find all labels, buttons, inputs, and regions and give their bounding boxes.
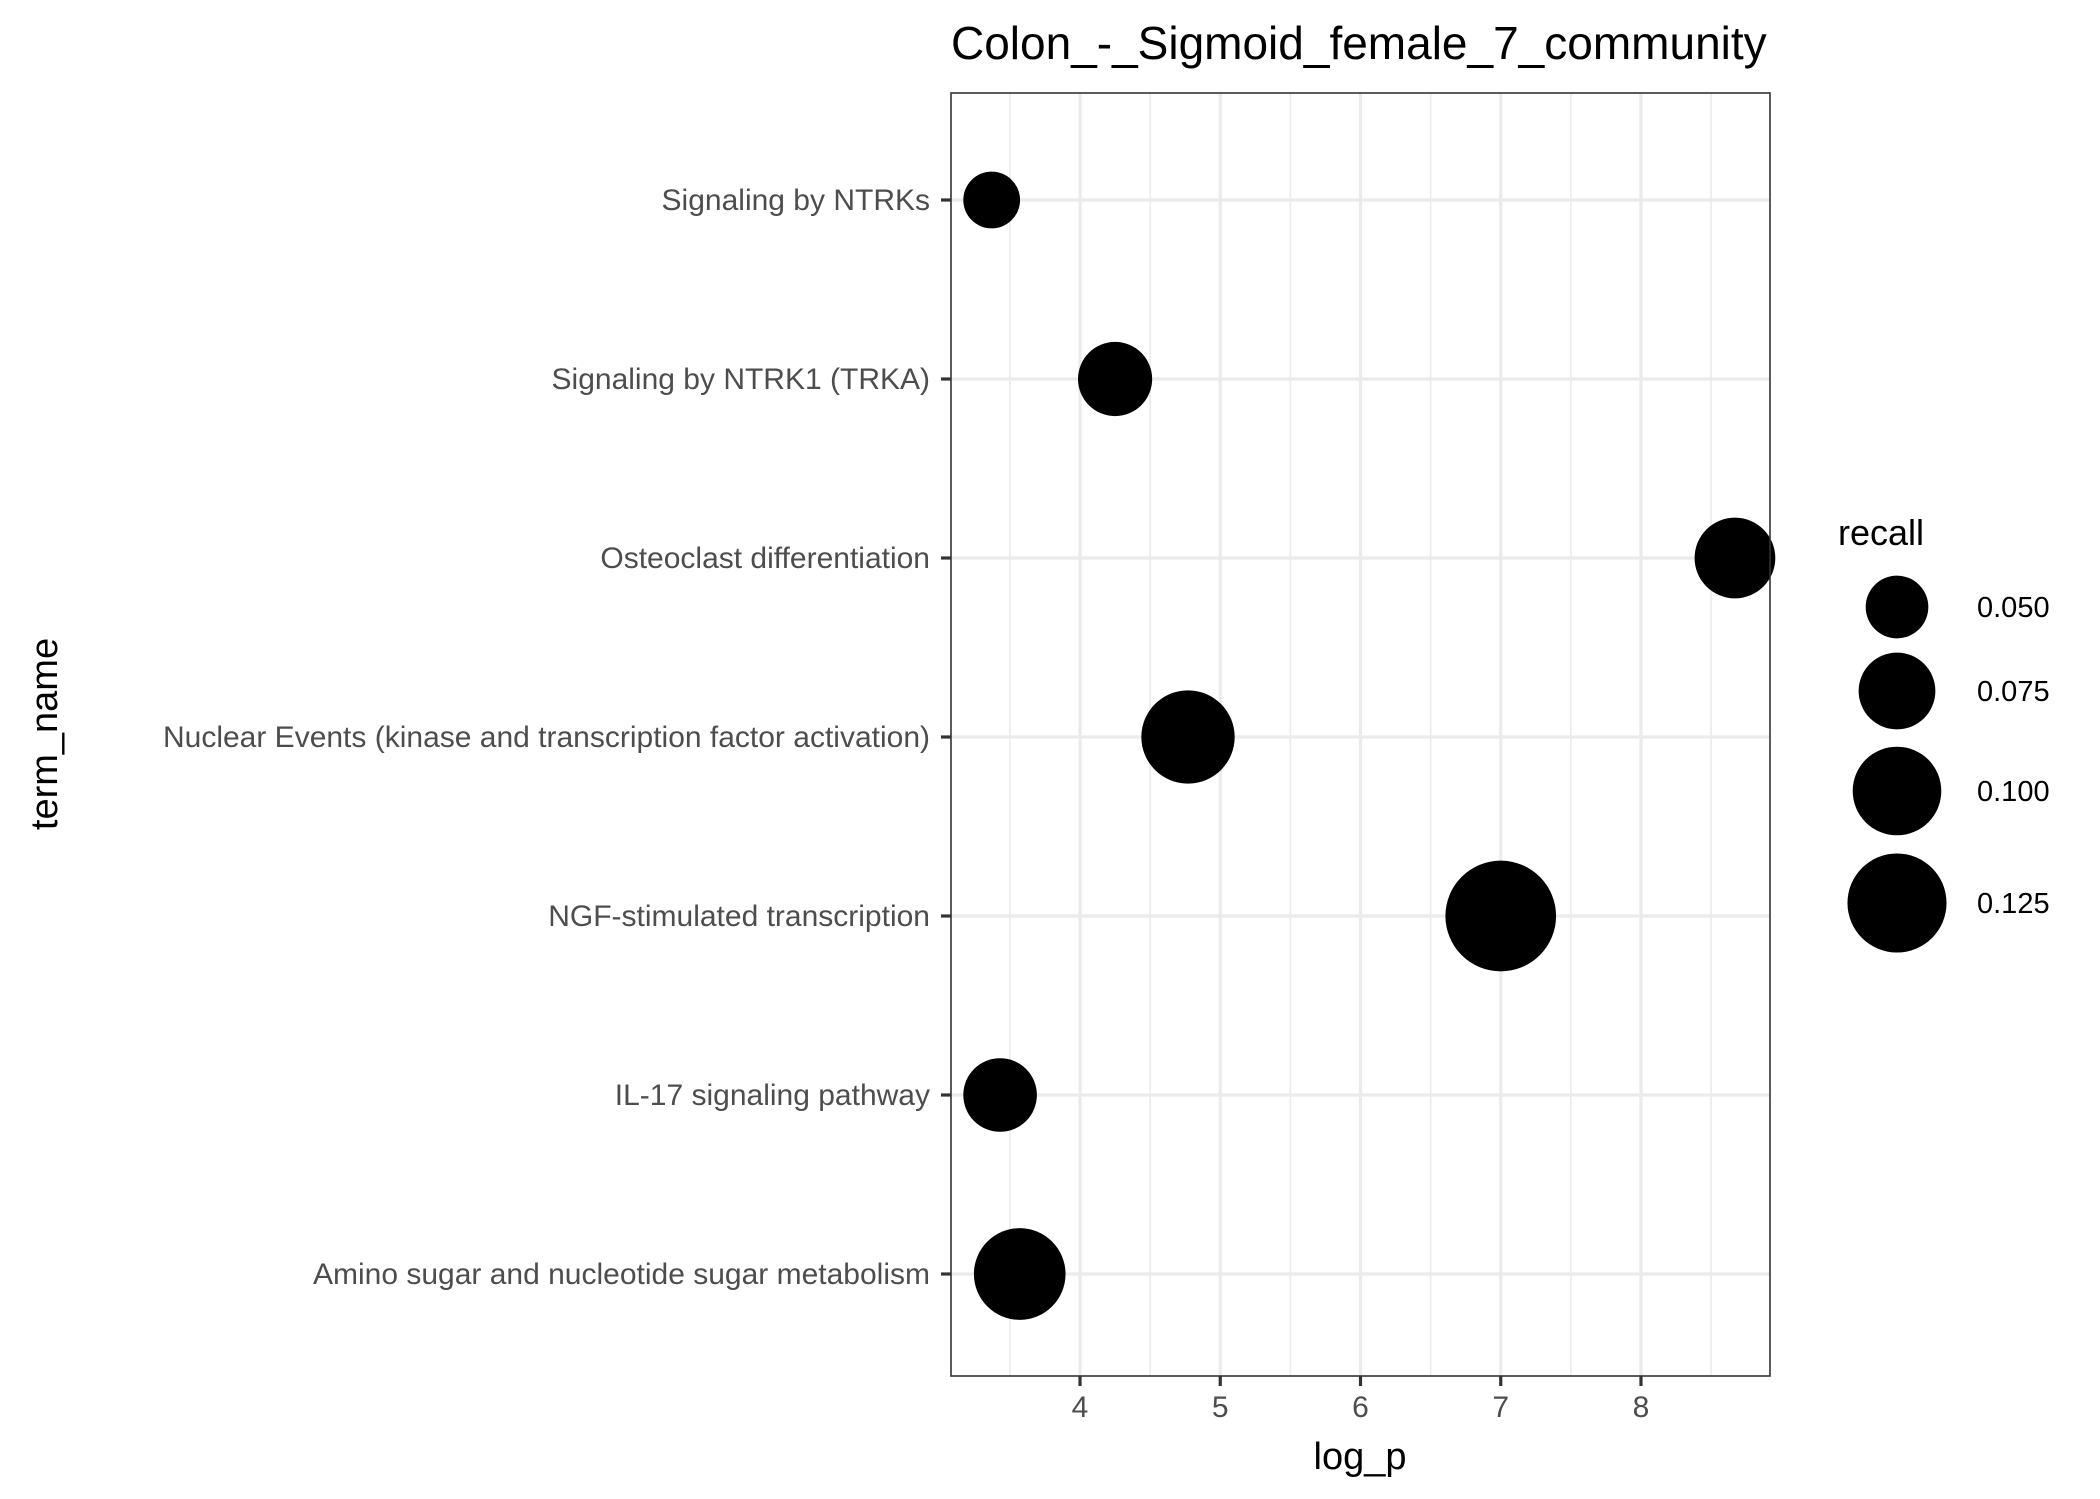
y-axis-title: term_name	[24, 638, 66, 830]
data-point	[1078, 341, 1153, 417]
x-tick-label: 7	[1492, 1391, 1509, 1424]
x-axis-title: log_p	[1314, 1436, 1407, 1478]
y-axis: Signaling by NTRKs Signaling by NTRK1 (TR…	[163, 184, 951, 1291]
legend-key	[1847, 853, 1947, 953]
x-tick-label: 5	[1212, 1391, 1229, 1424]
legend-key	[1858, 652, 1936, 730]
data-point	[1694, 517, 1776, 599]
y-tick-label: Signaling by NTRK1 (TRKA)	[552, 363, 930, 396]
x-tick-label: 4	[1072, 1391, 1089, 1424]
size-legend: recall 0.050 0.075 0.100 0.125	[1838, 512, 2050, 953]
data-points	[963, 171, 1776, 1320]
legend-key	[1852, 746, 1942, 836]
legend-label: 0.100	[1977, 776, 2050, 808]
y-tick-label: Signaling by NTRKs	[662, 184, 930, 217]
y-tick-label: Amino sugar and nucleotide sugar metabol…	[313, 1258, 930, 1291]
chart-title: Colon_-_Sigmoid_female_7_community	[951, 17, 1767, 69]
data-point	[973, 1228, 1066, 1320]
x-tick-label: 6	[1352, 1391, 1369, 1424]
data-point	[963, 1058, 1037, 1132]
x-axis: 4 5 6 7 8	[1072, 1376, 1650, 1424]
legend-key	[1865, 575, 1929, 639]
plot-panel	[950, 92, 1776, 1377]
y-tick-label: IL-17 signaling pathway	[615, 1079, 930, 1112]
x-tick-label: 8	[1633, 1391, 1650, 1424]
major-gridlines	[951, 93, 1770, 1376]
data-point	[1445, 860, 1557, 972]
legend-label: 0.125	[1977, 888, 2050, 920]
legend-label: 0.075	[1977, 676, 2050, 708]
legend-title: recall	[1838, 512, 1924, 553]
legend-label: 0.050	[1977, 592, 2050, 624]
minor-gridlines	[1009, 93, 1712, 1376]
data-point	[963, 171, 1021, 229]
y-tick-label: Osteoclast differentiation	[600, 542, 930, 575]
y-tick-label: Nuclear Events (kinase and transcription…	[163, 721, 930, 754]
y-tick-label: NGF-stimulated transcription	[548, 900, 930, 933]
data-point	[1141, 690, 1235, 784]
